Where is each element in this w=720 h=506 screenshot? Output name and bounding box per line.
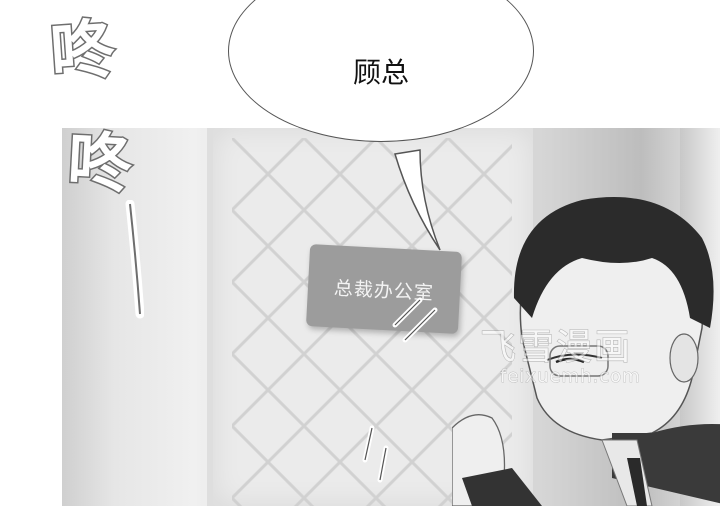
sound-effect-knock-2: 咚 — [64, 124, 135, 204]
man-character — [452, 197, 720, 506]
watermark-title: 飞雪漫画 — [479, 326, 633, 368]
door-sign-text: 总裁办公室 — [333, 276, 435, 305]
watermark: 飞雪漫画 feixuemh.com — [450, 298, 690, 438]
door-sign: 总裁办公室 — [305, 244, 463, 334]
speech-bubble: 顾总 — [228, 0, 534, 142]
watermark-url: feixuemh.com — [500, 366, 641, 388]
speech-bubble-text: 顾总 — [352, 56, 409, 89]
sound-effect-knock-1: 咚 — [46, 11, 118, 92]
sound-effect-dash — [125, 200, 144, 319]
comic-panel: 总裁办公室 — [62, 128, 720, 506]
